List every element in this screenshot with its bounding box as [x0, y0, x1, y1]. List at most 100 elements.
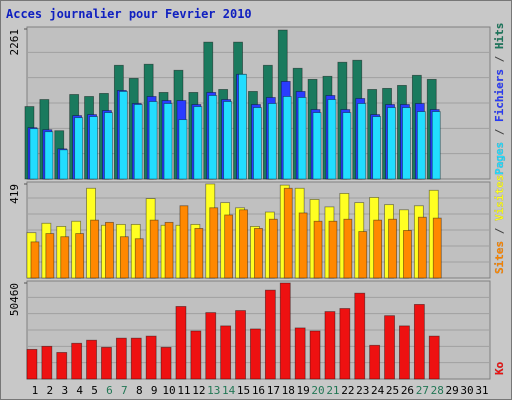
bar [312, 112, 322, 180]
x-tick-label: 6 [106, 384, 113, 397]
bar [90, 219, 99, 279]
x-tick-label: 27 [416, 384, 429, 397]
legend-separator: / [493, 49, 506, 69]
x-tick-label: 20 [311, 384, 324, 397]
bar [89, 116, 98, 180]
bar [119, 236, 129, 279]
y-tick-label: 419 [8, 184, 21, 204]
bar [134, 238, 144, 279]
bar [220, 325, 232, 380]
bar [60, 236, 70, 279]
bar [354, 292, 366, 380]
x-tick-label: 9 [151, 384, 158, 397]
legend-entry: Sites [493, 241, 506, 274]
x-tick-label: 2 [47, 384, 54, 397]
bar [209, 207, 219, 279]
bar [253, 107, 262, 180]
bar [264, 289, 276, 380]
bar [104, 112, 113, 180]
bar [403, 230, 412, 279]
x-tick-label: 18 [282, 384, 295, 397]
x-tick-label: 11 [177, 384, 190, 397]
bar [328, 220, 338, 279]
legend: Sites / Visites [493, 175, 506, 274]
bar [223, 101, 233, 180]
x-tick-label: 13 [207, 384, 220, 397]
bar [309, 330, 321, 380]
x-tick-label: 5 [91, 384, 98, 397]
bar [387, 107, 396, 180]
bar [148, 101, 158, 180]
bar [267, 103, 277, 180]
bar [208, 95, 218, 180]
bar [75, 233, 85, 279]
x-tick-label: 25 [386, 384, 399, 397]
x-tick-label: 10 [162, 384, 175, 397]
x-tick-label: 30 [460, 384, 473, 397]
legend: Ko [493, 361, 506, 375]
bar [164, 221, 174, 279]
legend-entry: Hits [493, 23, 506, 50]
x-tick-label: 29 [446, 384, 459, 397]
bar [29, 128, 39, 180]
bar [160, 346, 172, 380]
bar [115, 337, 127, 380]
bar [428, 335, 440, 380]
x-tick-label: 3 [61, 384, 68, 397]
x-tick-label: 14 [222, 384, 236, 397]
bar [26, 348, 38, 380]
bar [175, 306, 187, 380]
bar [30, 241, 40, 279]
bar [399, 325, 410, 380]
bar [268, 218, 278, 279]
bar [294, 327, 306, 380]
legend-separator: / [493, 221, 506, 241]
x-tick-label: 21 [326, 384, 339, 397]
x-tick-label: 17 [267, 384, 280, 397]
bar [413, 304, 425, 380]
legend-entry: Fichiers [493, 69, 506, 122]
bar [44, 131, 54, 180]
bar [384, 315, 395, 380]
bar [190, 330, 202, 380]
chart-title: Acces journalier pour Fevrier 2010 [6, 7, 252, 21]
x-tick-label: 28 [431, 384, 444, 397]
bar [133, 104, 143, 180]
x-tick-label: 16 [252, 384, 265, 397]
bar [149, 219, 159, 279]
bar [432, 217, 442, 279]
bar [357, 103, 367, 180]
bar [373, 219, 383, 279]
bar [402, 107, 411, 180]
x-tick-label: 15 [237, 384, 250, 397]
x-tick-label: 1 [32, 384, 39, 397]
bar [41, 345, 53, 380]
bar [372, 116, 382, 180]
bar [178, 119, 188, 180]
bar [71, 342, 83, 380]
bar [193, 106, 203, 180]
x-tick-label: 7 [121, 384, 128, 397]
bar [343, 218, 353, 279]
bar [327, 99, 337, 180]
bar [431, 111, 441, 180]
y-tick-label: 2261 [8, 29, 21, 56]
x-tick-label: 19 [297, 384, 310, 397]
bar [254, 228, 263, 279]
bar [59, 149, 69, 180]
x-tick-label: 23 [356, 384, 369, 397]
bar [56, 352, 68, 380]
x-tick-label: 8 [136, 384, 143, 397]
legend-entry: Visites [493, 175, 506, 221]
bar [74, 117, 84, 180]
bar [279, 282, 291, 380]
y-tick-label: 50460 [8, 283, 21, 316]
bar [86, 339, 97, 380]
bar [298, 212, 308, 279]
bar [105, 221, 114, 279]
bar [339, 308, 351, 380]
bar [224, 214, 234, 279]
bar [179, 205, 189, 279]
